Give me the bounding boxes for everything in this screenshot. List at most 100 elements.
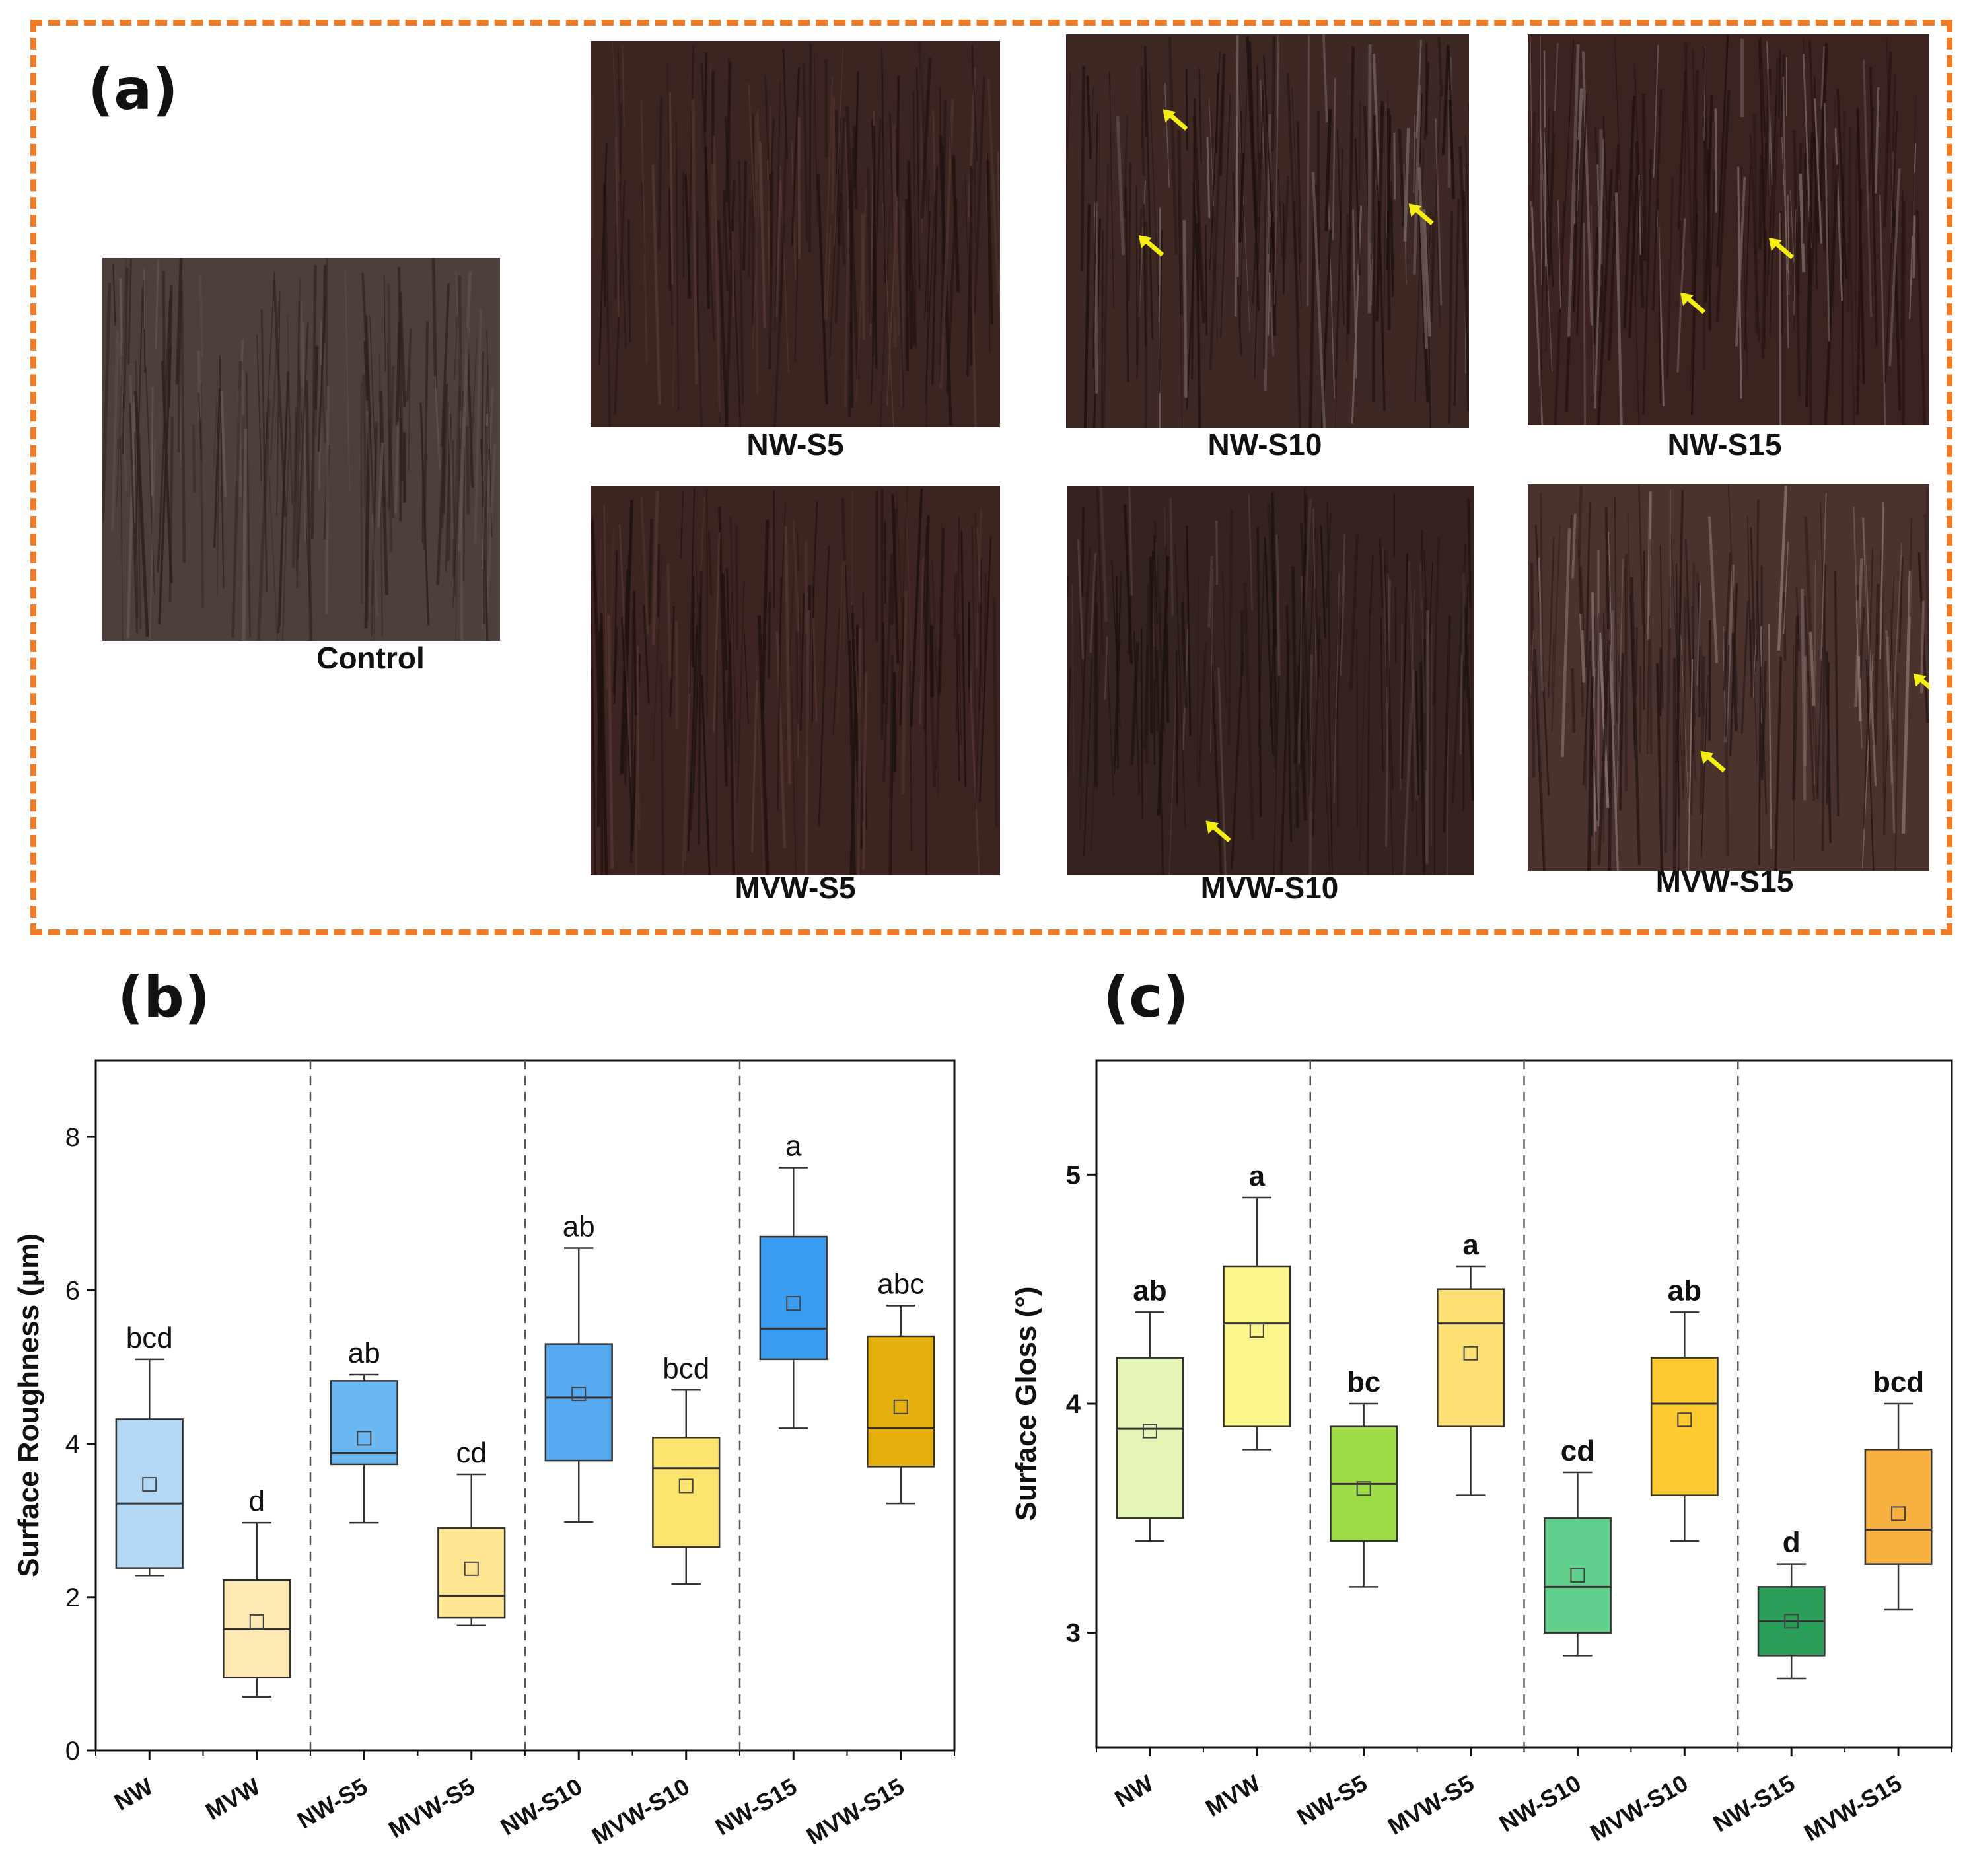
significance-letter: abc — [877, 1268, 924, 1301]
mean-marker — [1677, 1412, 1692, 1427]
wood-photo — [1066, 34, 1469, 428]
iqr-box — [115, 1418, 184, 1569]
y-axis-label: Surface Roughness (μm) — [13, 1233, 45, 1577]
box-MVW-S15: bcd — [1864, 1366, 1933, 1611]
yellow-arrow-icon — [1768, 237, 1795, 260]
significance-letter: d — [249, 1485, 265, 1517]
x-tick-label: NW-S15 — [1709, 1769, 1800, 1837]
wood-photo — [1528, 34, 1929, 425]
gloss-chart: 3 4 5 NW MVW NW-S5 MVW-S5 NW-S10 MVW-S10 NW-S15 MV… — [1010, 1059, 1953, 1847]
box-NW-S10: ab — [544, 1210, 613, 1523]
box-MVW-S5: cd — [437, 1437, 506, 1626]
x-tick-label: NW — [1110, 1769, 1157, 1813]
panel-c-letter: (c) — [1103, 964, 1189, 1030]
yellow-arrow-icon — [1163, 109, 1188, 131]
x-tick-label: MVW-S10 — [1585, 1769, 1692, 1846]
box-NW-S10: cd — [1544, 1435, 1612, 1657]
wood-photo — [1528, 484, 1929, 871]
x-tick-label: MVW-S5 — [384, 1772, 480, 1843]
panel-a-frame — [30, 20, 1952, 935]
yellow-arrow-icon — [1913, 673, 1929, 690]
box-MVW: a — [1223, 1160, 1291, 1451]
box-NW-S15: a — [759, 1130, 828, 1429]
yellow-arrow-icon — [1205, 820, 1231, 843]
mean-marker — [1570, 1568, 1585, 1583]
photo-label: MVW-S5 — [734, 871, 856, 905]
box-NW-S5: ab — [330, 1337, 398, 1524]
mean-marker — [249, 1614, 264, 1629]
y-tick-label: 5 — [1066, 1161, 1081, 1190]
mean-marker — [142, 1477, 157, 1492]
significance-letter: a — [1249, 1160, 1266, 1192]
x-tick-label: NW-S5 — [1292, 1769, 1371, 1830]
mean-marker — [678, 1478, 694, 1494]
mean-marker — [1784, 1614, 1799, 1629]
box-NW: ab — [1116, 1274, 1184, 1542]
iqr-box — [437, 1527, 506, 1619]
y-tick-label: 4 — [65, 1430, 80, 1459]
x-tick-label: NW-S5 — [293, 1772, 372, 1834]
yellow-arrow-icon — [1138, 234, 1164, 257]
photo-label: Control — [316, 641, 425, 675]
y-tick-label: 8 — [65, 1123, 80, 1152]
photo-label: MVW-S10 — [1200, 871, 1339, 905]
x-tick-label: MVW-S15 — [802, 1772, 909, 1850]
photo-label: MVW-S15 — [1655, 864, 1794, 898]
mean-marker — [1249, 1323, 1264, 1338]
significance-letter: a — [1462, 1229, 1479, 1261]
yellow-arrow-icon — [1680, 292, 1706, 314]
y-axis-label: Surface Gloss (°) — [1010, 1286, 1042, 1521]
photo-label: NW-S5 — [746, 427, 844, 462]
iqr-box — [867, 1335, 935, 1468]
x-tick-label: MVW — [1201, 1769, 1265, 1822]
box-MVW-S5: a — [1437, 1229, 1505, 1496]
mean-marker — [1356, 1481, 1371, 1496]
mean-marker — [1142, 1424, 1157, 1439]
significance-letter: cd — [456, 1437, 487, 1469]
x-tick-label: NW-S10 — [496, 1772, 587, 1840]
y-tick-label: 2 — [65, 1583, 80, 1612]
x-tick-label: MVW-S10 — [587, 1772, 694, 1850]
significance-letter: bcd — [662, 1352, 709, 1385]
box-NW-S5: bc — [1330, 1366, 1398, 1588]
iqr-box — [759, 1235, 828, 1361]
panel-a-letter: (a) — [88, 57, 178, 123]
significance-letter: cd — [1561, 1435, 1594, 1467]
mean-marker — [357, 1431, 372, 1446]
iqr-box — [544, 1343, 613, 1462]
box-MVW-S10: ab — [1650, 1274, 1719, 1542]
panel-b-letter: (b) — [118, 964, 211, 1030]
mean-marker — [464, 1561, 479, 1576]
y-tick-label: 6 — [65, 1276, 80, 1305]
y-tick-label: 4 — [1066, 1390, 1081, 1419]
significance-letter: bc — [1347, 1366, 1380, 1398]
x-tick-label: MVW — [201, 1772, 265, 1825]
wood-photo — [591, 41, 1000, 427]
roughness-chart: 0 2 4 6 8 NW MVW NW-S5 MVW-S5 NW-S10 MVW-S10 NW-S15… — [13, 1059, 956, 1850]
mean-marker — [893, 1399, 908, 1414]
x-tick-label: MVW-S15 — [1799, 1769, 1906, 1846]
significance-letter: ab — [1668, 1274, 1701, 1307]
significance-letter: ab — [563, 1210, 595, 1243]
significance-letter: ab — [1133, 1274, 1166, 1307]
box-MVW-S15: abc — [867, 1268, 935, 1505]
x-tick-label: NW-S10 — [1495, 1769, 1586, 1837]
yellow-arrow-icon — [1408, 203, 1434, 225]
photo-label: NW-S10 — [1207, 427, 1322, 462]
box-MVW-S10: bcd — [652, 1352, 721, 1585]
significance-letter: d — [1783, 1527, 1801, 1559]
wood-photo — [1067, 486, 1474, 875]
significance-letter: bcd — [126, 1322, 173, 1354]
iqr-box — [330, 1380, 398, 1466]
mean-marker — [571, 1387, 587, 1402]
yellow-arrow-icon — [1700, 750, 1726, 773]
significance-letter: ab — [348, 1337, 380, 1369]
iqr-box — [1544, 1517, 1612, 1634]
mean-marker — [786, 1296, 801, 1311]
box-MVW: d — [223, 1485, 291, 1698]
significance-letter: bcd — [1873, 1366, 1924, 1398]
x-tick-label: MVW-S5 — [1383, 1769, 1479, 1840]
mean-marker — [1463, 1346, 1478, 1361]
y-tick-label: 3 — [1066, 1619, 1081, 1648]
mean-marker — [1891, 1506, 1906, 1521]
